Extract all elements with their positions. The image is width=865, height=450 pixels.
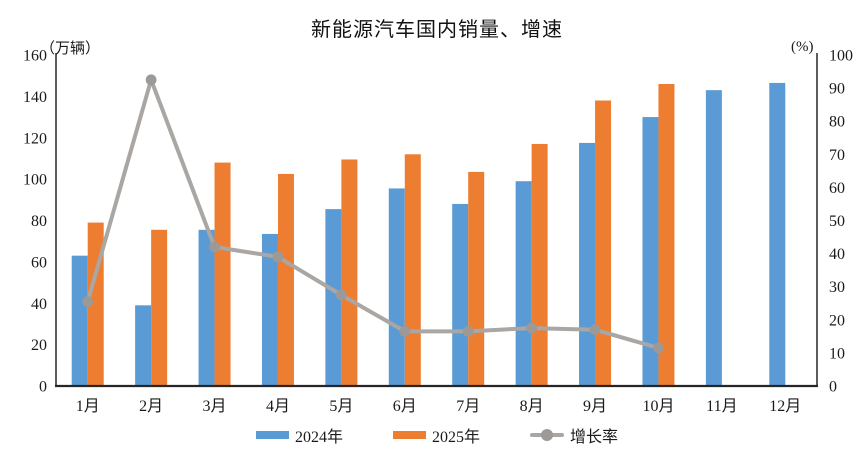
- right-axis-tick-label: 10: [829, 345, 845, 362]
- bar-2024年-10月: [642, 117, 659, 386]
- left-axis-tick-label: 60: [31, 254, 47, 271]
- bar-2024年-4月: [261, 233, 278, 386]
- x-axis-category-label: 3月: [203, 398, 227, 415]
- left-axis-tick-label: 100: [23, 172, 47, 189]
- legend-item-growth-rate: 增长率: [530, 423, 618, 447]
- x-axis-category-label: 11月: [706, 398, 737, 415]
- legend: 2024年 2025年 增长率: [57, 423, 817, 447]
- line-marker-2月: [145, 74, 157, 86]
- bar-2024年-1月: [71, 255, 88, 386]
- right-axis-tick-label: 50: [829, 213, 845, 230]
- line-marker-7月: [462, 325, 474, 337]
- right-axis-tick-label: 90: [829, 81, 845, 98]
- left-axis-tick-label: 160: [23, 48, 47, 65]
- line-marker-4月: [272, 251, 284, 263]
- bar-2025年-7月: [468, 171, 485, 386]
- line-marker-1月: [82, 296, 94, 307]
- x-axis-category-label: 4月: [266, 398, 290, 415]
- right-axis-tick-label: 100: [829, 48, 853, 65]
- bar-2024年-3月: [198, 229, 215, 386]
- bar-2025年-9月: [595, 100, 612, 386]
- x-axis-category-label: 7月: [456, 398, 480, 415]
- legend-swatch-2025: [392, 431, 426, 439]
- x-axis-category-label: 6月: [393, 398, 417, 415]
- right-axis-tick-label: 20: [829, 312, 845, 329]
- right-axis-tick-label: 30: [829, 279, 845, 296]
- left-axis-tick-label: 40: [31, 296, 47, 313]
- x-axis-category-label: 12月: [769, 398, 801, 415]
- bar-2025年-8月: [531, 143, 548, 386]
- left-axis-tick-label: 120: [23, 130, 47, 147]
- right-axis-tick-label: 60: [829, 180, 845, 197]
- left-axis-tick-label: 140: [23, 89, 47, 106]
- legend-item-2024: 2024年: [255, 423, 343, 447]
- bar-2025年-6月: [404, 154, 421, 386]
- chart-title: 新能源汽车国内销量、增速: [311, 19, 563, 41]
- line-marker-3月: [209, 241, 220, 253]
- bar-2025年-10月: [658, 83, 675, 387]
- line-marker-5月: [335, 289, 347, 301]
- legend-label-2024: 2024年: [294, 429, 343, 446]
- line-marker-8月: [526, 322, 538, 334]
- bar-2025年-4月: [277, 173, 294, 386]
- right-axis-tick-label: 40: [829, 246, 845, 263]
- left-axis-tick-label: 80: [31, 213, 47, 230]
- x-axis-category-label: 2月: [139, 398, 163, 415]
- left-axis-tick-label: 20: [31, 337, 47, 354]
- left-axis-unit-label: （万辆）: [40, 41, 101, 57]
- x-axis-category-label: 9月: [583, 398, 607, 415]
- right-axis-tick-label: 70: [829, 147, 845, 164]
- growth-rate-line: [85, 77, 661, 350]
- legend-swatch-2024: [255, 431, 289, 439]
- legend-item-2025: 2025年: [392, 423, 480, 447]
- x-axis-category-label: 10月: [642, 398, 674, 415]
- legend-dot-icon: [541, 429, 553, 441]
- right-axis-tick-label: 0: [829, 379, 837, 396]
- bar-2024年-9月: [579, 142, 596, 386]
- bar-2024年-5月: [325, 209, 342, 386]
- right-axis-tick-label: 80: [829, 114, 845, 131]
- bar-2024年-2月: [135, 305, 152, 386]
- bar-2024年-11月: [705, 90, 722, 386]
- line-marker-6月: [399, 325, 411, 337]
- line-marker-10月: [653, 342, 664, 354]
- legend-line-marker-swatch: [530, 429, 564, 441]
- bar-2024年-8月: [515, 181, 532, 386]
- x-axis-category-label: 8月: [520, 398, 544, 415]
- left-axis-tick-label: 0: [39, 379, 47, 396]
- bar-2025年-2月: [151, 229, 168, 386]
- bar-2024年-7月: [452, 203, 469, 386]
- x-axis-category-label: 1月: [76, 398, 100, 415]
- bar-2025年-3月: [214, 162, 231, 386]
- legend-label-2025: 2025年: [431, 429, 480, 446]
- x-axis-category-label: 5月: [329, 398, 353, 415]
- bar-2025年-5月: [341, 159, 358, 386]
- bar-2024年-12月: [769, 82, 786, 386]
- right-axis-unit-label: (%): [791, 39, 814, 55]
- line-marker-9月: [589, 324, 601, 336]
- bar-2024年-6月: [388, 188, 405, 386]
- legend-label-growth-rate: 增长率: [570, 429, 619, 446]
